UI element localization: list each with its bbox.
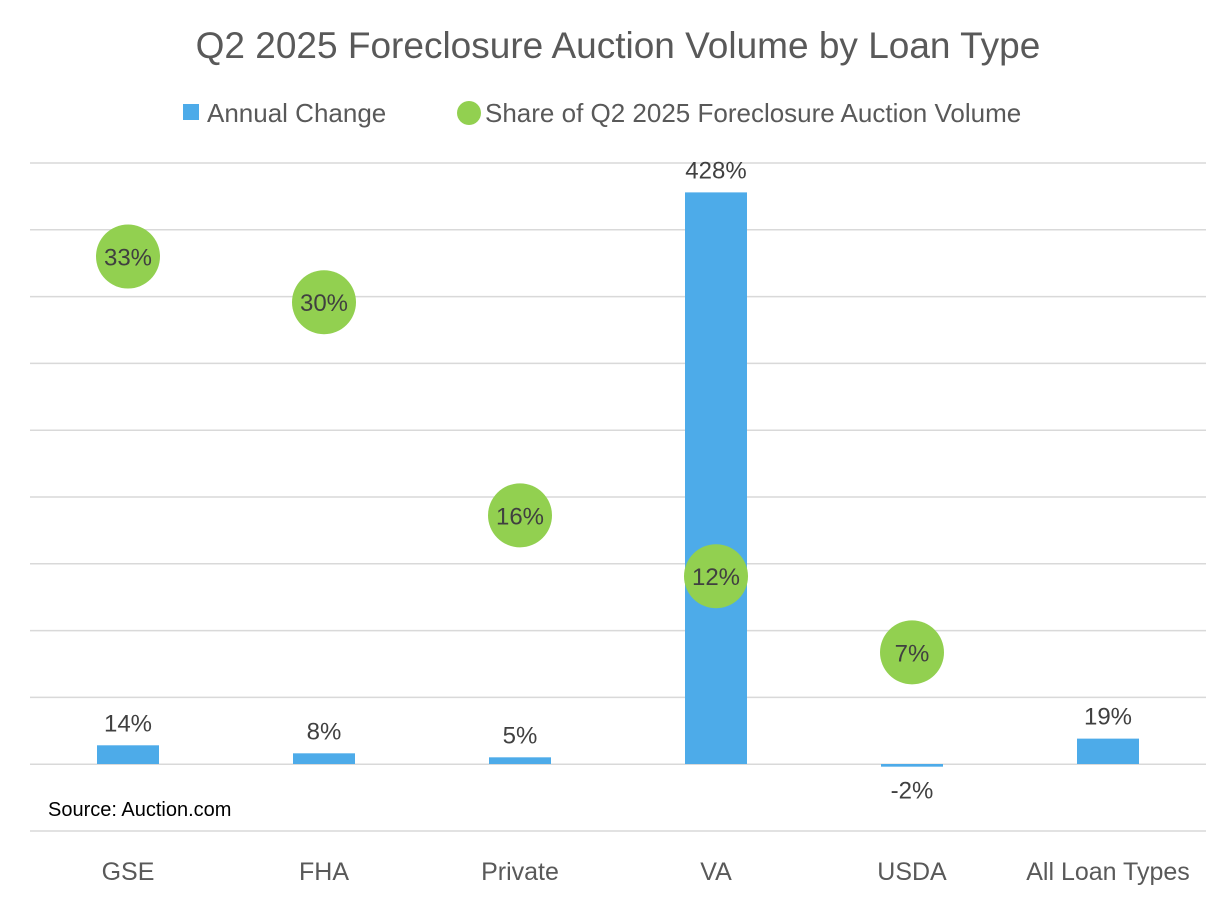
bar-data-label: 428%	[685, 157, 746, 184]
bar-data-label: 14%	[104, 710, 152, 737]
bar-gse	[97, 745, 159, 764]
legend-swatch-annual-change	[183, 104, 199, 120]
x-tick-label: VA	[700, 858, 732, 886]
gridlines	[30, 162, 1206, 832]
share-point-private	[488, 483, 552, 548]
bar-data-label: -2%	[891, 778, 934, 805]
share-data-label: 7%	[895, 640, 930, 667]
x-tick-label: Private	[481, 858, 559, 886]
share-series: 33% 30% 16% 12% 7%	[96, 224, 944, 685]
share-point-gse	[96, 224, 160, 289]
bar-private	[489, 757, 551, 764]
bar-data-label: 5%	[503, 722, 538, 749]
bar-usda	[881, 764, 943, 767]
bar-data-label: 19%	[1084, 704, 1132, 731]
share-point-usda	[880, 620, 944, 685]
share-data-label: 12%	[692, 564, 740, 591]
x-tick-label: USDA	[877, 858, 947, 886]
x-axis-tick-labels: GSE FHA Private VA USDA All Loan Types	[102, 858, 1190, 886]
legend-label-annual-change: Annual Change	[207, 98, 386, 128]
bar-data-labels: 14% 8% 5% 428% -2% 19%	[104, 157, 1132, 804]
share-data-label: 33%	[104, 245, 152, 272]
share-data-label: 16%	[496, 503, 544, 530]
x-tick-label: GSE	[102, 858, 155, 886]
bar-all-loan-types	[1077, 738, 1139, 764]
legend-label-share: Share of Q2 2025 Foreclosure Auction Vol…	[485, 98, 1021, 128]
share-point-va	[684, 544, 748, 609]
share-data-label: 30%	[300, 290, 348, 317]
legend-swatch-share	[457, 101, 481, 125]
bar-series	[97, 192, 1139, 767]
legend: Annual Change Share of Q2 2025 Foreclosu…	[183, 98, 1021, 128]
bar-data-label: 8%	[307, 718, 342, 745]
share-point-fha	[292, 270, 356, 335]
source-note: Source: Auction.com	[48, 799, 231, 821]
bar-va	[685, 192, 747, 765]
x-tick-label: All Loan Types	[1026, 858, 1190, 886]
bar-fha	[293, 753, 355, 764]
x-tick-label: FHA	[299, 858, 349, 886]
chart-title: Q2 2025 Foreclosure Auction Volume by Lo…	[196, 25, 1041, 66]
